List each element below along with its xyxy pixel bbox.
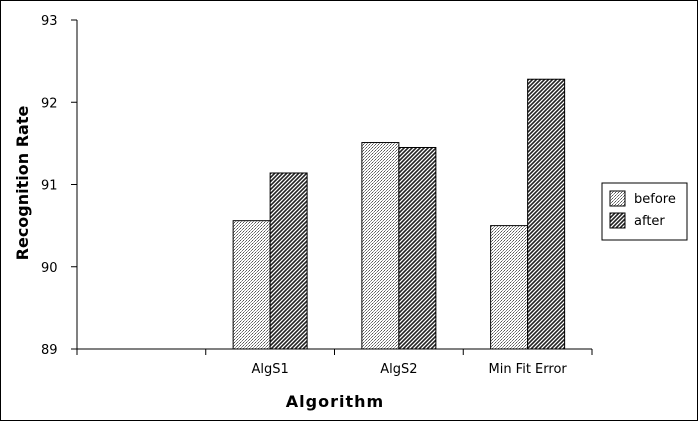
labels: 89 90 91 92 93 AlgS1 AlgS2 Min Fit Error: [41, 14, 567, 377]
bar-after-3: [527, 78, 566, 350]
y-tick-label: 91: [41, 179, 58, 194]
x-tick-label: AlgS1: [251, 362, 288, 377]
x-tick-label: Min Fit Error: [488, 362, 567, 377]
legend-swatch-before: [609, 190, 626, 207]
y-axis-title: Recognition Rate: [13, 106, 32, 261]
legend-label-after: after: [634, 214, 665, 229]
bars: [232, 78, 566, 350]
bar-after-2: [398, 146, 437, 350]
y-tick-label: 89: [41, 343, 58, 358]
bar-before-2: [361, 142, 400, 350]
y-tick-label: 93: [41, 14, 58, 29]
x-tick-label: AlgS2: [380, 362, 417, 377]
y-tick-label: 92: [41, 96, 58, 111]
bar-before-1: [232, 220, 271, 350]
x-axis-title: Algorithm: [286, 392, 384, 411]
legend: before after: [601, 182, 688, 241]
y-tick-label: 90: [41, 261, 58, 276]
bar-before-3: [490, 225, 529, 350]
legend-label-before: before: [634, 192, 676, 207]
legend-swatch-after: [609, 212, 626, 229]
bar-after-1: [269, 172, 308, 350]
